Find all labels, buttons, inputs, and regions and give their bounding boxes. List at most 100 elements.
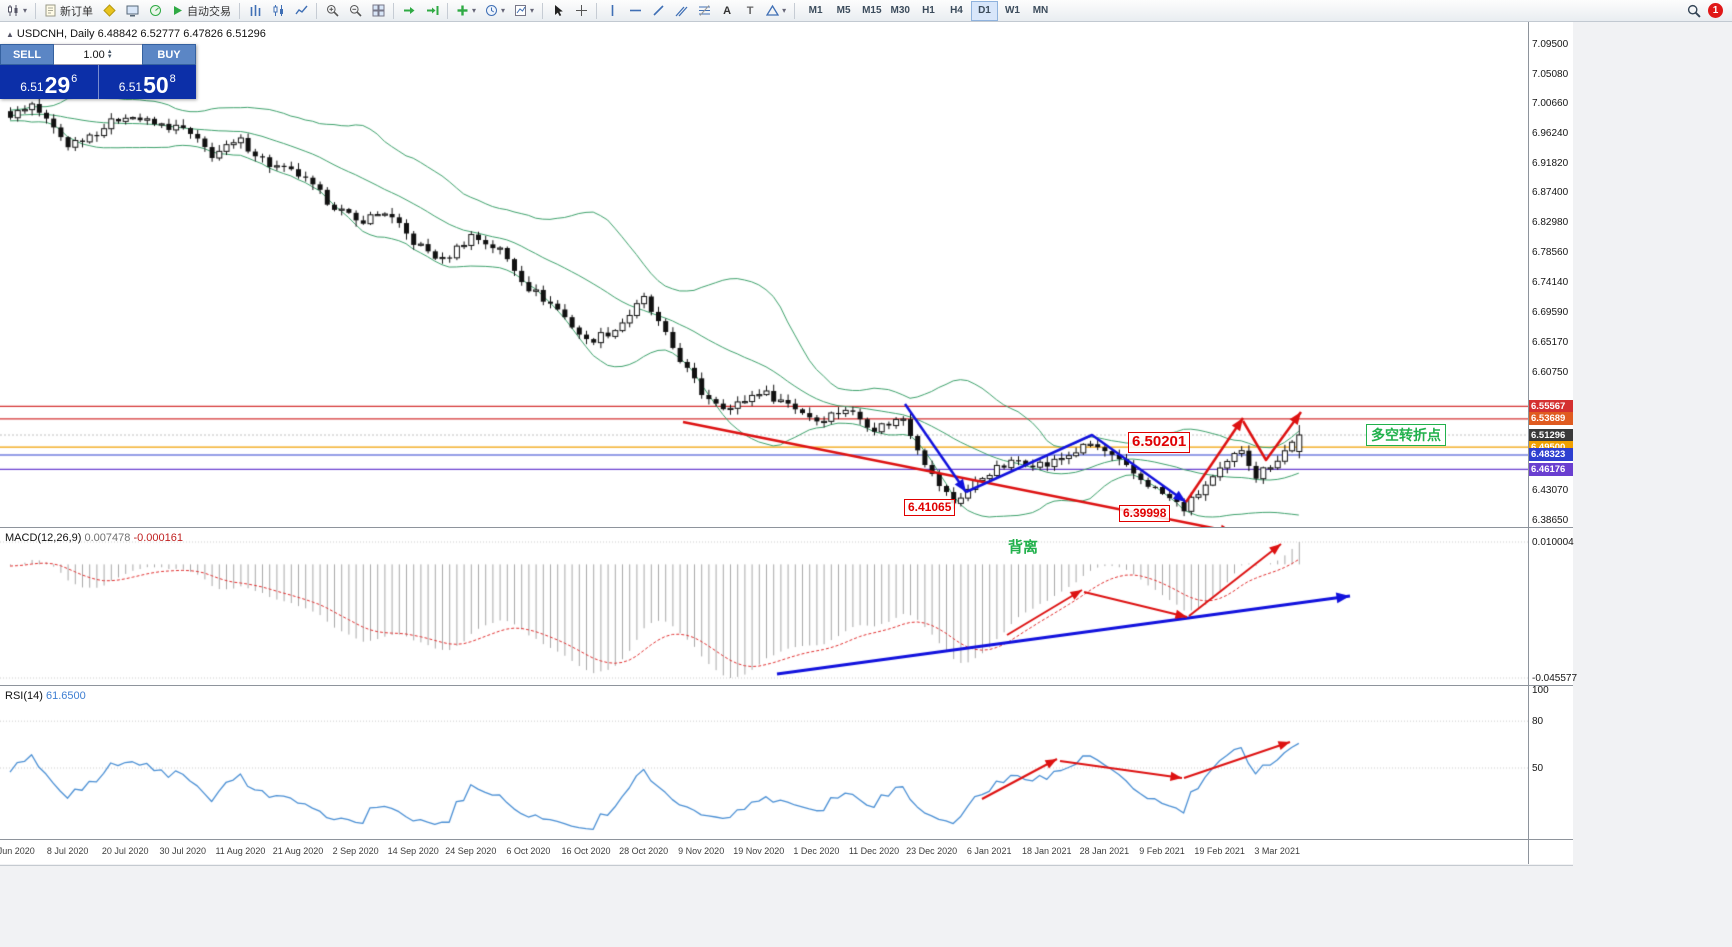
- price-scale[interactable]: 7.09500 7.05080 7.00660 6.96240 6.91820 6.874…: [1528, 22, 1577, 864]
- date-axis[interactable]: 26 Jun 2020 8 Jul 2020 20 Jul 2020 30 Jul 2…: [0, 840, 1528, 864]
- price-tag: 6.46176: [1529, 462, 1573, 476]
- macd-panel-canvas[interactable]: [0, 528, 1528, 686]
- line-chart-icon: [294, 5, 308, 15]
- vertical-line-icon: [611, 5, 613, 16]
- autotrading-button[interactable]: 自动交易: [167, 1, 235, 21]
- swing-price-label: 6.50201: [1128, 432, 1191, 453]
- divergence-note: 背离: [1008, 539, 1039, 556]
- chart-title: ▲ USDCNH, Daily 6.48842 6.52777 6.47826 6…: [6, 28, 266, 40]
- date-label: 24 Sep 2020: [445, 846, 497, 856]
- rsi-scale-label: 80: [1532, 716, 1544, 728]
- date-label: 14 Sep 2020: [387, 846, 439, 856]
- toolbar-separator: [596, 2, 598, 19]
- fibonacci-button[interactable]: [693, 1, 715, 21]
- date-label: 1 Dec 2020: [793, 846, 840, 856]
- indicator-plus-icon: [457, 5, 468, 16]
- timeframe-button-m15[interactable]: M15: [858, 1, 885, 21]
- zoom-out-button[interactable]: [344, 1, 366, 21]
- trendline-button[interactable]: [647, 1, 669, 21]
- price-tick-label: 6.69590: [1532, 307, 1569, 319]
- templates-button[interactable]: ▾: [510, 1, 538, 21]
- rsi-panel-canvas[interactable]: [0, 686, 1528, 840]
- candle-chart-button[interactable]: [267, 1, 289, 21]
- text-tool-icon: A: [723, 4, 732, 17]
- horizontal-line-icon: [629, 9, 641, 12]
- shapes-button[interactable]: ▾: [762, 1, 790, 21]
- notification-badge[interactable]: 1: [1708, 3, 1723, 18]
- candle-chart-icon: [273, 5, 283, 16]
- timeframe-button-w1[interactable]: W1: [999, 1, 1026, 21]
- stepper-down-icon[interactable]: ▼: [106, 53, 113, 60]
- vertical-line-button[interactable]: [601, 1, 623, 21]
- line-chart-button[interactable]: [290, 1, 312, 21]
- buy-price-pipette: 8: [169, 73, 176, 85]
- panel-separator[interactable]: [0, 839, 1572, 840]
- auto-scroll-button[interactable]: [398, 1, 420, 21]
- toolbar-separator: [542, 2, 544, 19]
- date-label: 21 Aug 2020: [272, 846, 324, 856]
- stepper-up-icon[interactable]: ▲: [106, 48, 113, 55]
- document-icon: [45, 4, 56, 17]
- timeframe-button-h1[interactable]: H1: [915, 1, 942, 21]
- price-chart-canvas[interactable]: [0, 22, 1528, 528]
- turning-point-note: 多空转折点: [1366, 424, 1446, 446]
- panel-separator[interactable]: [0, 685, 1572, 686]
- terminal-monitor-icon: [126, 5, 139, 17]
- metaeditor-button[interactable]: [98, 1, 120, 21]
- sell-price-display[interactable]: 6.51 29 6: [0, 65, 98, 99]
- buy-price-display[interactable]: 6.51 50 8: [97, 65, 197, 99]
- macd-indicator-label: MACD(12,26,9) 0.007478 -0.000161: [5, 532, 183, 544]
- date-label: 2 Sep 2020: [332, 846, 379, 856]
- date-label: 16 Oct 2020: [561, 846, 611, 856]
- timeframe-button-mn[interactable]: MN: [1027, 1, 1054, 21]
- date-label: 19 Feb 2021: [1194, 846, 1245, 856]
- buy-button[interactable]: BUY: [142, 44, 196, 65]
- sell-button[interactable]: SELL: [0, 44, 54, 65]
- strategy-tester-button[interactable]: [144, 1, 166, 21]
- new-chart-button[interactable]: ▾: [3, 1, 31, 21]
- search-button[interactable]: [1683, 1, 1705, 21]
- date-label: 8 Jul 2020: [46, 846, 89, 856]
- chart-shift-icon: [426, 6, 439, 15]
- cursor-button[interactable]: [547, 1, 569, 21]
- channel-button[interactable]: [670, 1, 692, 21]
- price-tick-label: 6.74140: [1532, 276, 1569, 288]
- macd-signal-value: -0.000161: [133, 532, 183, 544]
- crosshair-button[interactable]: [570, 1, 592, 21]
- zoom-in-button[interactable]: [321, 1, 343, 21]
- panel-separator[interactable]: [0, 527, 1572, 528]
- one-click-trading-panel: SELL 1.00 ▲ ▼ BUY 6.51 29 6 6.51 50 8: [0, 44, 196, 99]
- macd-main-value: 0.007478: [84, 532, 131, 544]
- date-label: 30 Jul 2020: [159, 846, 207, 856]
- timeframe-button-h4[interactable]: H4: [943, 1, 970, 21]
- crosshair-icon: [575, 5, 587, 16]
- terminal-button[interactable]: [121, 1, 143, 21]
- horizontal-line-button[interactable]: [624, 1, 646, 21]
- main-toolbar: ▾ 新订单 自动交易: [0, 0, 1732, 22]
- channel-icon: [675, 6, 688, 17]
- tile-windows-icon: [372, 4, 385, 17]
- chevron-down-icon: ▾: [501, 6, 506, 15]
- price-tick-label: 7.09500: [1532, 39, 1569, 50]
- swing-price-label: 6.41065: [904, 499, 956, 516]
- new-order-button[interactable]: 新订单: [40, 1, 97, 21]
- volume-field[interactable]: 1.00 ▲ ▼: [54, 44, 142, 65]
- bar-chart-button[interactable]: [244, 1, 266, 21]
- volume-value[interactable]: 1.00: [83, 48, 105, 61]
- text-button[interactable]: A: [716, 1, 738, 21]
- chart-shift-button[interactable]: [421, 1, 443, 21]
- tile-windows-button[interactable]: [367, 1, 389, 21]
- timeframe-button-m5[interactable]: M5: [830, 1, 857, 21]
- timeframe-button-m30[interactable]: M30: [887, 1, 914, 21]
- timeframe-button-d1[interactable]: D1: [970, 0, 998, 21]
- label-button[interactable]: T: [739, 1, 761, 21]
- price-tick-label: 6.87400: [1532, 187, 1569, 199]
- indicators-button[interactable]: ▾: [452, 1, 480, 21]
- date-label: 19 Nov 2020: [733, 846, 785, 856]
- periods-button[interactable]: ▾: [481, 1, 509, 21]
- volume-stepper[interactable]: ▲ ▼: [106, 48, 113, 60]
- toolbar-separator: [393, 2, 395, 19]
- collapse-panel-icon[interactable]: ▲: [6, 30, 14, 39]
- chart-title-text: USDCNH, Daily 6.48842 6.52777 6.47826 6.…: [16, 28, 266, 40]
- timeframe-button-m1[interactable]: M1: [802, 1, 829, 21]
